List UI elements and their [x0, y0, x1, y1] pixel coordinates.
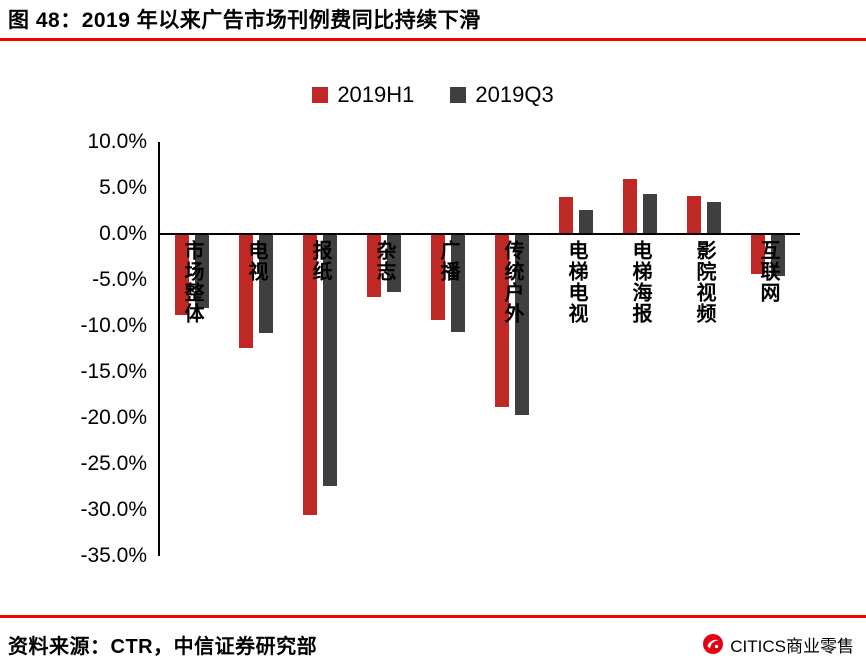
source-text: 资料来源：CTR，中信证券研究部	[8, 635, 318, 658]
y-axis-tick-label: 5.0%	[99, 176, 147, 199]
bar-2019h1-6	[559, 197, 573, 234]
category-label: 电梯海报	[629, 240, 651, 324]
legend-item-2019q3: 2019Q3	[450, 82, 554, 108]
y-axis-tick-label: -5.0%	[92, 268, 147, 291]
category-label: 报纸	[309, 240, 331, 282]
bar-2019h1-4	[431, 234, 445, 321]
y-axis-tick-label: -25.0%	[80, 452, 147, 475]
category-label: 影院视频	[693, 240, 715, 324]
bar-2019q3-6	[579, 210, 593, 234]
legend-label: 2019Q3	[475, 82, 554, 107]
y-axis-tick-label: 10.0%	[87, 130, 147, 153]
bar-2019h1-2	[303, 234, 317, 515]
chart-legend: 2019H1 2019Q3	[0, 82, 866, 108]
category-label: 互联网	[757, 240, 779, 303]
citics-logo: CITICS商业零售	[702, 632, 854, 657]
bar-2019q3-2	[323, 234, 337, 487]
y-axis-tick-label: 0.0%	[99, 222, 147, 245]
bar-2019q3-3	[387, 234, 401, 292]
y-axis-line	[158, 142, 160, 556]
bar-2019h1-8	[687, 196, 701, 234]
figure-title: 图 48：2019 年以来广告市场刊例费同比持续下滑	[8, 9, 481, 32]
legend-label: 2019H1	[337, 82, 415, 107]
bar-2019q3-9	[771, 234, 785, 277]
bar-2019h1-3	[367, 234, 381, 297]
bar-2019q3-7	[643, 194, 657, 234]
bar-2019h1-7	[623, 178, 637, 234]
y-axis-tick-label: -20.0%	[80, 406, 147, 429]
legend-item-2019h1: 2019H1	[312, 82, 414, 108]
chart: 2019H1 2019Q3 10.0% 5.0% 0.0% -5.0% -10.0% -15…	[0, 42, 866, 615]
y-axis-tick-label: -35.0%	[80, 544, 147, 567]
bar-2019h1-5	[495, 234, 509, 407]
category-label: 市场整体	[181, 240, 203, 324]
citics-logo-icon	[702, 633, 724, 655]
category-label: 电视	[245, 240, 267, 282]
bar-2019h1-0	[175, 234, 189, 315]
citics-logo-text: CITICS商业零售	[730, 636, 854, 656]
category-label: 电梯电视	[565, 240, 587, 324]
legend-swatch-icon	[450, 87, 467, 103]
category-label: 杂志	[373, 240, 395, 282]
y-axis-tick-label: -10.0%	[80, 314, 147, 337]
bar-2019h1-9	[751, 234, 765, 274]
bar-2019h1-1	[239, 234, 253, 349]
category-label: 广播	[437, 240, 459, 282]
bar-2019q3-0	[195, 234, 209, 308]
y-axis-tick-label: -15.0%	[80, 360, 147, 383]
legend-swatch-icon	[312, 87, 329, 103]
figure-footer: 资料来源：CTR，中信证券研究部 CITICS商业零售	[0, 615, 866, 670]
y-axis-tick-label: -30.0%	[80, 498, 147, 521]
zero-axis-line	[158, 233, 800, 235]
category-label: 传统户外	[501, 240, 523, 324]
figure-header: 图 48：2019 年以来广告市场刊例费同比持续下滑	[0, 0, 866, 41]
bar-2019q3-1	[259, 234, 273, 334]
bar-2019q3-4	[451, 234, 465, 332]
plot-area: 10.0% 5.0% 0.0% -5.0% -10.0% -15.0% -20.0% -25.…	[80, 130, 800, 567]
bar-2019q3-8	[707, 201, 721, 234]
bar-2019q3-5	[515, 234, 529, 416]
